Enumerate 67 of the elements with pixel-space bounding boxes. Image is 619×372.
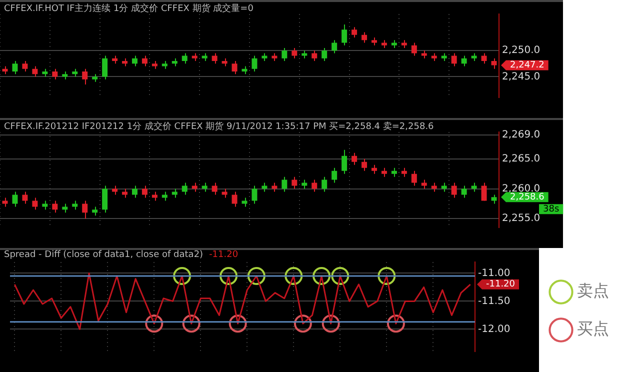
candlestick bbox=[362, 158, 368, 172]
candlestick bbox=[481, 182, 487, 202]
candlestick bbox=[182, 52, 188, 64]
candlestick bbox=[322, 176, 328, 192]
y-tick-label: -12.00 bbox=[478, 324, 510, 335]
candlestick bbox=[461, 55, 467, 67]
text: 38s bbox=[543, 204, 560, 214]
candlestick bbox=[282, 47, 288, 62]
candlestick bbox=[362, 32, 368, 44]
candlestick bbox=[342, 24, 348, 46]
candlestick bbox=[32, 66, 38, 78]
candlestick bbox=[212, 52, 218, 64]
candlestick bbox=[292, 47, 298, 59]
chart-title: CFFEX.IF.201212 IF201212 1分 成交价 CFFEX 期货 9/11/2012 1:35:17 PM 买=2,258.4 卖=2,258.6 bbox=[4, 122, 434, 132]
text: 2,247.2 bbox=[510, 60, 544, 71]
candlestick bbox=[82, 200, 88, 220]
candlestick bbox=[282, 176, 288, 192]
y-tick-label: 2,269.0 bbox=[502, 130, 540, 141]
candlestick bbox=[22, 191, 28, 204]
candlestick bbox=[491, 58, 497, 70]
y-tick-label: -11.00 bbox=[478, 268, 510, 279]
candlestick bbox=[142, 185, 148, 198]
candlestick bbox=[102, 55, 108, 80]
candlestick bbox=[312, 50, 318, 62]
candlestick bbox=[52, 200, 58, 214]
candlestick bbox=[312, 179, 318, 192]
legend-label: 买点 bbox=[577, 319, 609, 338]
candlestick bbox=[132, 185, 138, 198]
y-tick-label: -11.50 bbox=[478, 296, 510, 307]
candlestick bbox=[252, 185, 258, 204]
candlestick bbox=[232, 60, 238, 75]
candlestick bbox=[22, 60, 28, 72]
candlestick bbox=[292, 176, 298, 190]
candlestick bbox=[332, 40, 338, 54]
legend-label: 卖点 bbox=[577, 281, 609, 300]
candlestick bbox=[52, 68, 58, 80]
candlestick bbox=[451, 182, 457, 198]
text: 2,258.6 bbox=[510, 192, 545, 202]
chart-title: CFFEX.IF.HOT IF主力连续 1分 成交价 CFFEX 期货 成交量=0 bbox=[4, 4, 254, 14]
candlestick bbox=[352, 26, 358, 38]
candlestick bbox=[332, 167, 338, 184]
candlestick bbox=[212, 182, 218, 196]
chart-title: Spread - Diff (close of data1, close of data2) bbox=[4, 250, 204, 260]
candlestick bbox=[32, 197, 38, 210]
chart-subtitle: -11.20 bbox=[209, 250, 238, 260]
y-tick-label: 2,255.0 bbox=[502, 213, 540, 224]
candlestick bbox=[411, 170, 417, 186]
candlestick bbox=[451, 52, 457, 67]
candlestick bbox=[352, 152, 358, 166]
candlestick bbox=[481, 52, 487, 64]
candlestick bbox=[132, 55, 138, 67]
candlestick bbox=[182, 182, 188, 196]
candlestick bbox=[342, 149, 348, 174]
text: -11.20 bbox=[486, 280, 516, 290]
y-tick-label: 2,265.0 bbox=[502, 153, 540, 164]
candlestick bbox=[12, 60, 18, 75]
candlestick bbox=[142, 55, 148, 67]
candlestick bbox=[102, 185, 108, 214]
candlestick bbox=[232, 191, 238, 208]
candlestick bbox=[252, 55, 258, 72]
candlestick bbox=[82, 68, 88, 86]
y-tick-label: 2,245.0 bbox=[502, 71, 540, 82]
y-tick-label: 2,250.0 bbox=[502, 45, 540, 56]
candlestick bbox=[12, 191, 18, 208]
candlestick bbox=[461, 185, 467, 198]
candlestick bbox=[322, 47, 328, 62]
candlestick bbox=[411, 42, 417, 56]
